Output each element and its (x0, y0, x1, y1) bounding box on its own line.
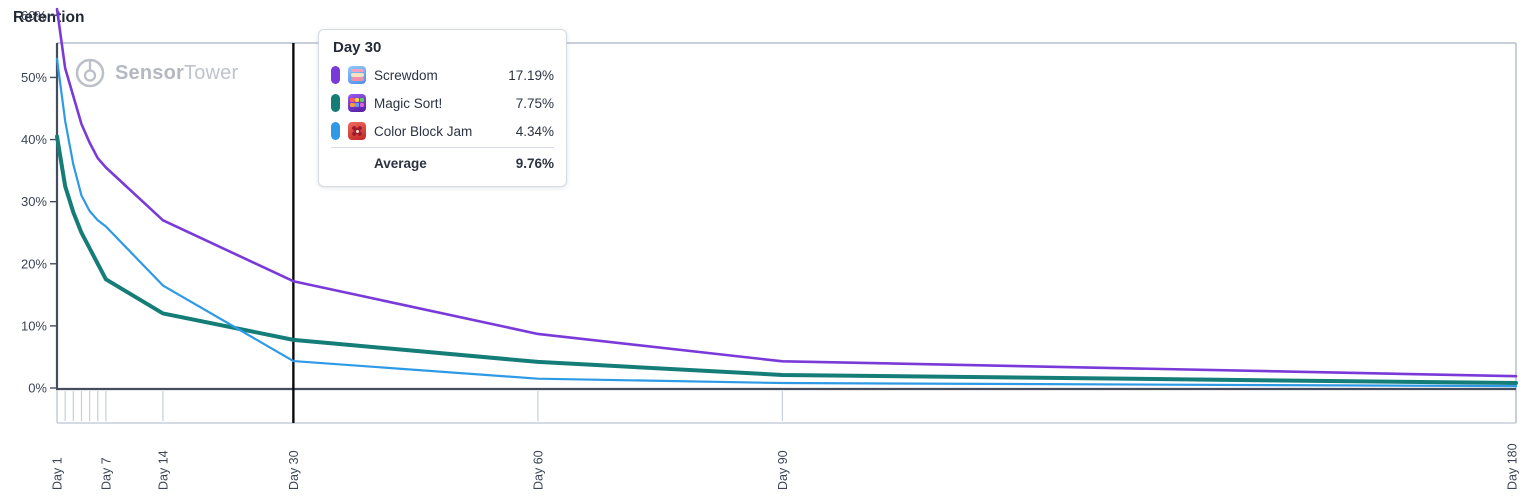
tooltip-row-magic-sort: Magic Sort! 7.75% (331, 89, 554, 117)
x-tick-label-day-60: Day 60 (531, 450, 545, 490)
x-tick-label-day-7: Day 7 (99, 457, 113, 490)
series-name: Magic Sort! (374, 95, 443, 111)
series-value: 4.34% (515, 123, 554, 139)
y-tick-label: 60% (21, 8, 47, 23)
page-title: Retention (13, 9, 85, 26)
series-line-color-block-jam[interactable] (55, 57, 1518, 388)
series-marker-screwdom (331, 66, 340, 84)
tooltip-row-color-block-jam: Color Block Jam 4.34% (331, 117, 554, 145)
y-tick-label: 10% (21, 318, 47, 333)
x-axis-labels: Day 1 Day 7 Day 14 Day 30 Day 60 Day 90 Day 18… (51, 443, 1520, 490)
tooltip-average-row: Average 9.76% (331, 149, 554, 177)
y-tick-label: 20% (21, 256, 47, 271)
tooltip-title: Day 30 (333, 39, 382, 56)
y-axis: 0% 10% 20% 30% 40% 50% 60% (21, 8, 57, 396)
magic-sort-app-icon (348, 94, 366, 112)
series-name: Screwdom (374, 67, 438, 83)
series-line-screwdom[interactable] (55, 7, 1518, 378)
series-value: 17.19% (508, 67, 554, 83)
x-tick-label-day-30: Day 30 (287, 450, 301, 490)
y-tick-label: 40% (21, 132, 47, 147)
series-marker-color-block-jam (331, 122, 340, 140)
series-name: Color Block Jam (374, 123, 473, 139)
average-label: Average (374, 155, 427, 171)
series-value: 7.75% (515, 95, 554, 111)
plot-borders (55, 42, 1517, 424)
y-tick-label: 30% (21, 194, 47, 209)
average-value: 9.76% (515, 155, 554, 171)
x-tick-label-day-180: Day 180 (1506, 443, 1520, 490)
x-tick-label-day-90: Day 90 (776, 450, 790, 490)
axis-strip-ticks (56, 391, 1517, 421)
screwdom-app-icon (348, 66, 366, 84)
hover-tooltip: Day 30 Screwdom 17.19% Magic Sort! 7.75%… (318, 29, 567, 187)
series-line-magic-sort[interactable] (55, 134, 1518, 386)
tooltip-divider (331, 147, 554, 148)
x-tick-label-day-14: Day 14 (156, 450, 170, 490)
series-lines[interactable] (55, 7, 1518, 388)
y-tick-label: 0% (28, 381, 47, 396)
series-marker-magic-sort (331, 94, 340, 112)
color-block-jam-app-icon (348, 122, 366, 140)
tooltip-row-screwdom: Screwdom 17.19% (331, 61, 554, 89)
x-tick-label-day-1: Day 1 (51, 457, 65, 490)
y-tick-label: 50% (21, 70, 47, 85)
